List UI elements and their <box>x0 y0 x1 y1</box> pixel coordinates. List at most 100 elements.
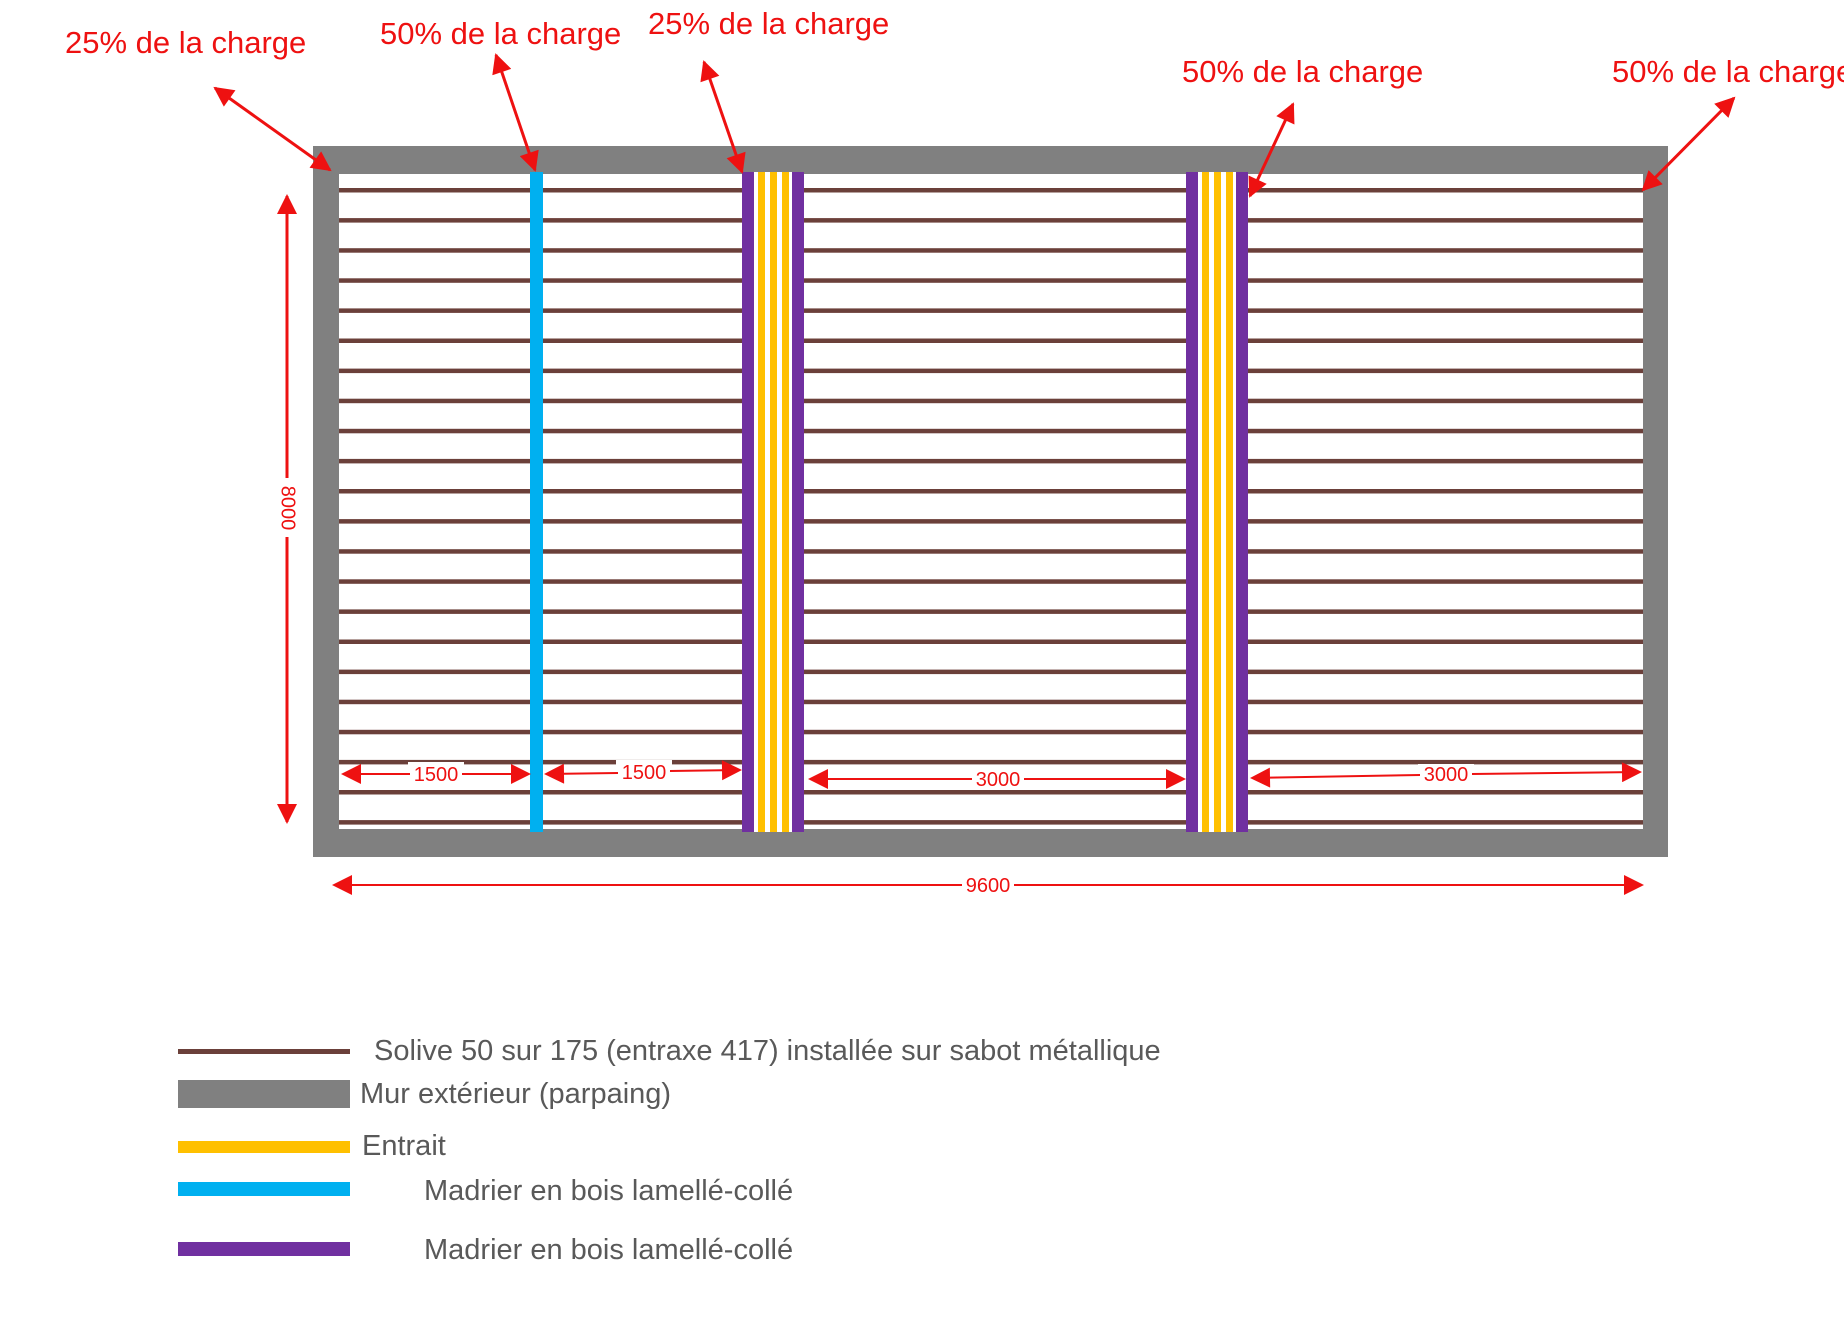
joist <box>543 820 742 825</box>
span-dimension-label: 1500 <box>622 762 667 784</box>
span-dimensions: 1500 1500 3000 3000 <box>341 760 1642 791</box>
joist <box>1248 188 1643 193</box>
joist <box>1248 609 1643 614</box>
joist <box>339 428 530 434</box>
joist <box>543 489 742 494</box>
joist <box>543 278 742 283</box>
joist <box>1248 669 1643 675</box>
joist <box>339 398 530 404</box>
joist <box>543 188 742 193</box>
joist <box>1248 820 1643 825</box>
joist <box>339 639 530 644</box>
joist <box>339 458 530 464</box>
joist <box>543 248 742 253</box>
joist-group <box>339 188 1643 825</box>
joist <box>339 699 530 705</box>
joist <box>1248 218 1643 223</box>
joist <box>1248 489 1643 494</box>
joist <box>804 609 1186 614</box>
joist <box>1248 278 1643 283</box>
joist <box>339 820 530 825</box>
joist <box>339 729 530 735</box>
load-arrow-4 <box>1248 102 1295 198</box>
joist <box>1248 248 1643 253</box>
joist <box>804 729 1186 735</box>
joist <box>543 338 742 343</box>
glulam-beam-purple <box>1236 172 1248 832</box>
load-arrow-2 <box>492 53 539 172</box>
joist <box>339 519 530 524</box>
span-label-bg <box>1418 764 1474 786</box>
joist <box>339 549 530 554</box>
load-callout-text: 50% de la charge <box>1182 54 1423 89</box>
joist <box>543 549 742 554</box>
joist <box>543 458 742 464</box>
span-dimension-label: 3000 <box>976 769 1021 791</box>
glulam-beam-blue <box>530 172 543 832</box>
joist <box>804 699 1186 705</box>
tie-beam-assembly-right <box>1186 172 1248 832</box>
joist <box>339 308 530 313</box>
joist <box>804 368 1186 374</box>
glulam-beam-purple <box>742 172 754 832</box>
tie-beam-yellow <box>1226 172 1233 832</box>
load-arrow-3 <box>700 60 746 174</box>
joist <box>339 218 530 223</box>
joist <box>339 579 530 584</box>
joist <box>339 609 530 614</box>
joist <box>804 790 1186 795</box>
joist <box>804 549 1186 554</box>
load-callout-text: 50% de la charge <box>380 16 621 51</box>
span-label-bg <box>970 768 1026 790</box>
joist <box>339 248 530 253</box>
height-dimension: 8000 <box>277 194 299 824</box>
joist <box>1248 458 1643 464</box>
glulam-beam-purple <box>792 172 804 832</box>
joist <box>1248 368 1643 374</box>
span-dimension-label: 1500 <box>414 764 459 786</box>
joist <box>543 669 742 675</box>
span-dimension-line <box>669 760 742 781</box>
joist <box>804 519 1186 524</box>
joist <box>804 458 1186 464</box>
joist <box>1248 579 1643 584</box>
exterior-wall-right <box>1643 146 1668 857</box>
width-dimension-label-bg <box>960 874 1016 896</box>
joist <box>1248 308 1643 313</box>
joist <box>339 188 530 193</box>
tie-beam-yellow <box>1214 172 1221 832</box>
joist <box>804 398 1186 404</box>
load-callout-text: 25% de la charge <box>648 6 889 41</box>
joist <box>339 278 530 283</box>
joist <box>1248 428 1643 434</box>
span-dimension-line <box>1471 762 1642 783</box>
joist <box>543 609 742 614</box>
tie-beam-yellow <box>758 172 765 832</box>
load-callout-arrows <box>213 53 1736 198</box>
load-callout-text: 50% de la charge <box>1612 54 1844 89</box>
joist <box>1248 699 1643 705</box>
joist <box>1248 549 1643 554</box>
joist <box>543 579 742 584</box>
joist <box>1248 729 1643 735</box>
joist <box>543 218 742 223</box>
joist <box>804 489 1186 494</box>
joist <box>543 519 742 524</box>
joist <box>804 669 1186 675</box>
joist <box>804 188 1186 193</box>
joist <box>543 368 742 374</box>
joist <box>804 308 1186 313</box>
joist <box>1248 639 1643 644</box>
joist <box>1248 759 1643 765</box>
exterior-wall-bottom <box>313 829 1668 857</box>
joist <box>543 639 742 644</box>
joist <box>1248 519 1643 524</box>
joist <box>339 338 530 343</box>
joist <box>543 428 742 434</box>
joist <box>804 820 1186 825</box>
joist <box>543 790 742 795</box>
joist <box>804 338 1186 343</box>
joist <box>543 729 742 735</box>
exterior-wall-top <box>313 146 1668 174</box>
